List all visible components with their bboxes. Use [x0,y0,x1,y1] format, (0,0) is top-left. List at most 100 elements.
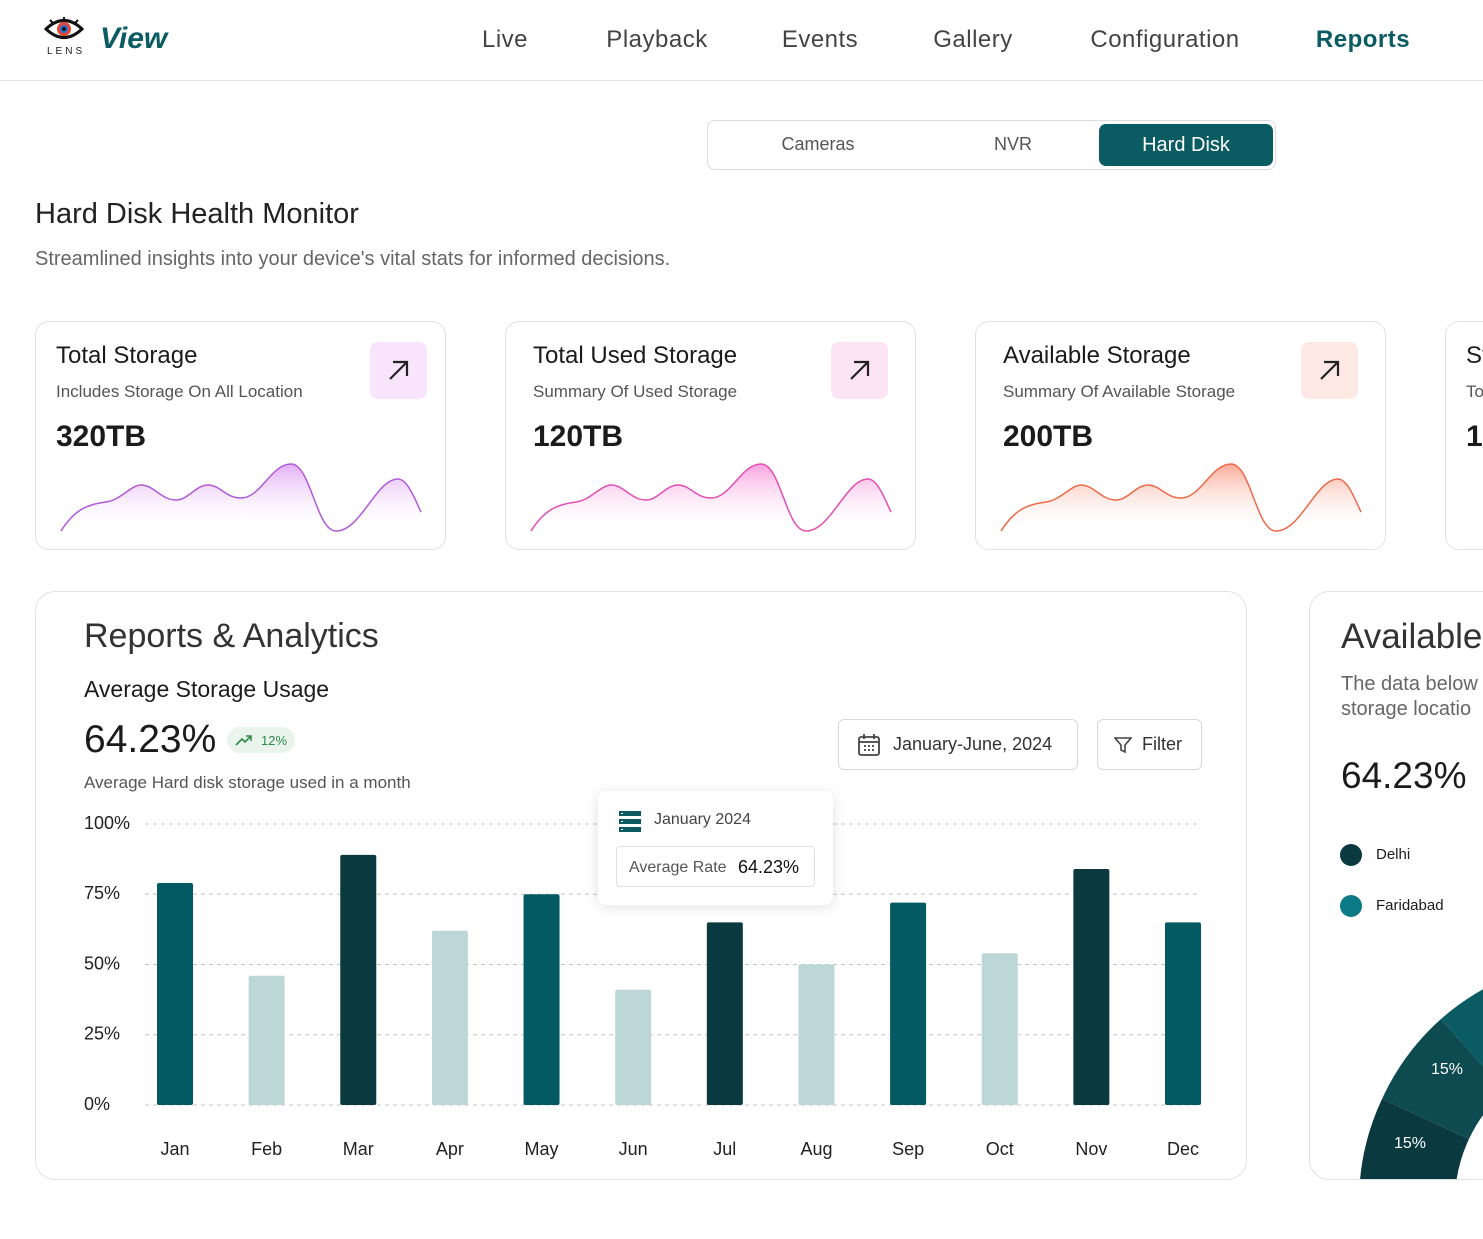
segment-label: 15% [1431,1061,1464,1078]
tab[interactable]: NVR [993,134,1033,154]
y-tick-label: 25% [84,1024,120,1044]
card-subtitle: Summary Of Available Storage [1003,382,1236,401]
x-tick-label: Mar [343,1139,374,1159]
card-value: 120TB [533,420,624,453]
filter-button[interactable]: Filter [1097,719,1202,770]
big-value: 64.23% [84,718,217,761]
y-tick-label: 100% [84,813,130,833]
legend-swatch [1340,895,1362,917]
legend-label: Delhi [1376,846,1411,863]
x-tick-label: Aug [800,1139,832,1159]
bar [615,989,652,1105]
brand[interactable]: View [100,22,168,55]
logo-eye [44,17,84,39]
x-tick-label: Jan [160,1139,189,1159]
x-tick-label: May [525,1139,559,1159]
bar [981,953,1018,1105]
filter-icon [1114,737,1132,754]
card-icon[interactable] [1301,342,1358,399]
page-title: Hard Disk Health Monitor [35,198,359,230]
y-tick-label: 0% [84,1094,110,1114]
donut-segment [1441,989,1483,1067]
bar [798,964,835,1105]
card-subtitle: To [1466,382,1483,401]
section-title: Reports & Analytics [84,617,379,655]
bar [248,975,285,1105]
donut-segment [1360,1099,1469,1179]
y-tick-label: 75% [84,883,120,903]
panel-value: 64.23% [1341,755,1467,796]
donut-segment [1382,1019,1483,1139]
tooltip-icon [619,811,641,832]
section-note: Average Hard disk storage used in a mont… [84,773,411,792]
stat-card[interactable]: St To 1 [1445,321,1483,550]
x-tick-label: Jun [619,1139,648,1159]
bar [340,854,377,1105]
stat-card[interactable]: Available Storage Summary Of Available S… [975,321,1386,550]
bar [890,902,927,1105]
date-label: January-June, 2024 [893,734,1053,754]
panel-text: storage locatio [1341,698,1472,720]
trend-icon [235,735,252,746]
trend-badge: 12% [227,727,295,753]
bar [157,883,193,1105]
x-tick-label: Apr [436,1139,464,1159]
x-tick-label: Dec [1167,1139,1199,1159]
x-tick-label: Oct [986,1139,1014,1159]
panel-text: The data below [1341,673,1478,695]
tooltip: January 2024 Average Rate 64.23% [598,791,833,905]
section-subtitle: Average Storage Usage [84,676,330,702]
tab-active[interactable]: Hard Disk [1099,124,1273,166]
stat-card[interactable]: Total Used Storage Summary Of Used Stora… [505,321,916,550]
card-value: 200TB [1003,420,1094,453]
card-title: Total Storage [56,342,198,369]
sparkline [530,463,892,532]
sparkline [60,463,422,532]
x-tick-label: Jul [713,1139,736,1159]
legend-swatch [1340,844,1362,866]
sparkline [1000,463,1362,532]
card-title: St [1466,342,1483,369]
nav-link[interactable]: Gallery [933,26,1013,53]
tooltip-label: Average Rate [629,859,727,876]
nav-link[interactable]: Reports [1315,26,1411,53]
card-subtitle: Summary Of Used Storage [533,382,738,401]
calendar-icon [858,734,880,756]
x-tick-label: Nov [1075,1139,1107,1159]
panel-title: Available [1341,617,1483,656]
nav-link[interactable]: Configuration [1090,26,1240,53]
date-button[interactable]: January-June, 2024 [838,719,1078,770]
tab-group: Cameras NVR Hard Disk [707,120,1276,170]
bar [1165,922,1201,1105]
tab[interactable]: Cameras [781,134,855,154]
filter-label: Filter [1142,734,1182,754]
bar [1073,868,1110,1105]
tooltip-value: 64.23% [738,857,800,877]
y-tick-label: 50% [84,953,120,973]
analytics-panel [35,591,1247,1180]
legend-label: Faridabad [1376,897,1444,914]
card-value: 1 [1466,420,1483,453]
nav-link[interactable]: Events [781,26,859,53]
stat-card[interactable]: Total Storage Includes Storage On All Lo… [35,321,446,550]
bar [706,922,743,1105]
trend-value: 12% [261,733,288,748]
card-icon[interactable] [831,342,888,399]
card-subtitle: Includes Storage On All Location [56,382,303,401]
page-subtitle: Streamlined insights into your device's … [35,248,671,270]
card-value: 320TB [56,420,147,453]
segment-label: 15% [1394,1135,1427,1152]
card-title: Available Storage [1003,342,1191,369]
nav-link[interactable]: Live [481,26,529,53]
donut-chart [1360,989,1483,1179]
x-tick-label: Feb [251,1139,282,1159]
logo-text: LENS [47,46,86,57]
available-panel [1309,591,1483,1180]
card-icon[interactable] [370,342,427,399]
nav-link[interactable]: Playback [606,26,708,53]
tooltip-box: Average Rate 64.23% [616,846,815,887]
card-title: Total Used Storage [533,342,738,369]
